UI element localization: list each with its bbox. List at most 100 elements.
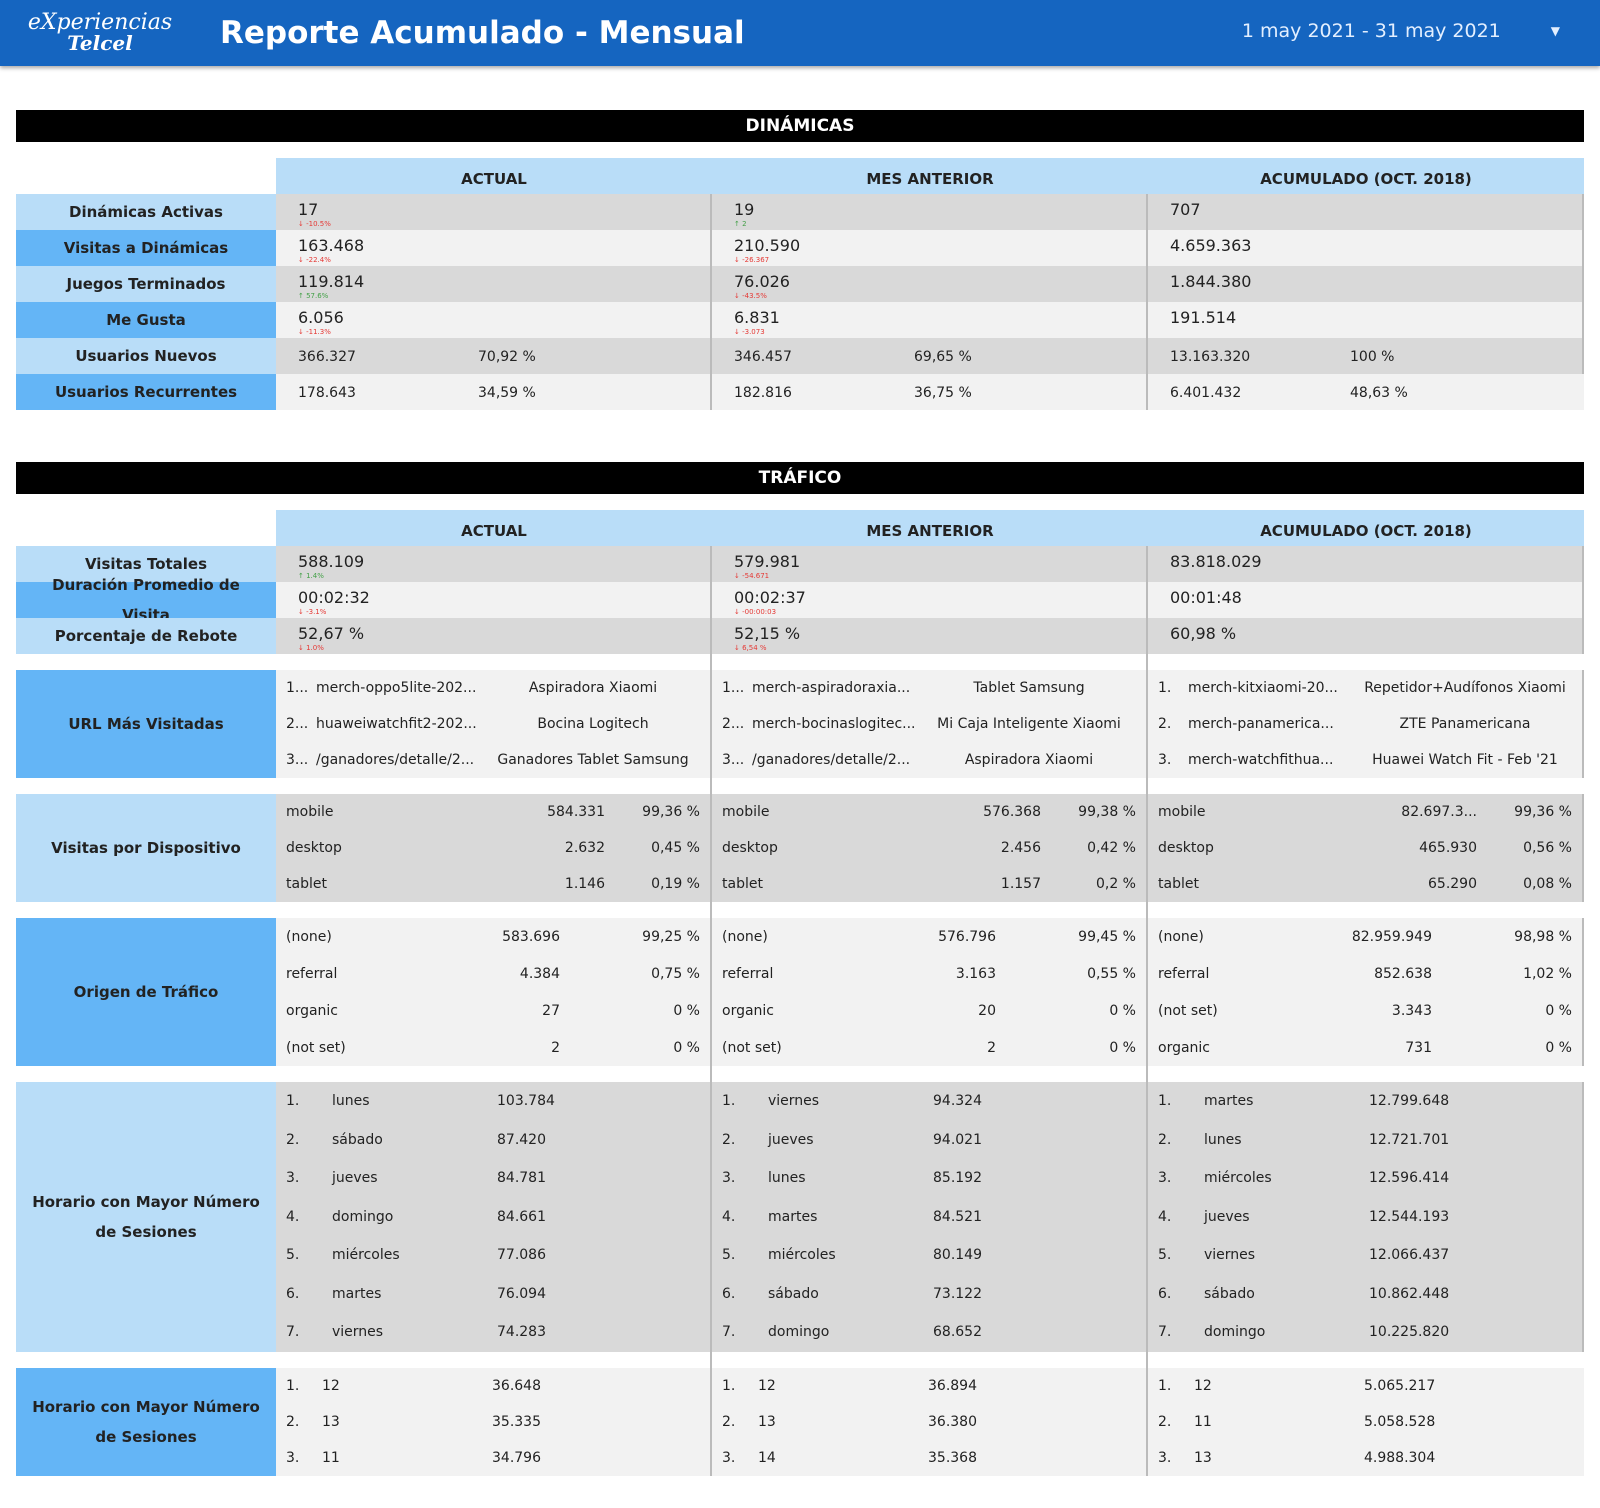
url-title: Tablet Samsung (922, 680, 1136, 696)
source-visits: 852.638 (1374, 965, 1432, 982)
url-row: 2... merch-bocinaslogitec... Mi Caja Intel… (712, 706, 1146, 742)
rank: 7. (1158, 1324, 1172, 1341)
day-name: lunes (332, 1093, 370, 1110)
url-link[interactable]: /ganadores/detalle/2... (316, 752, 475, 768)
hour-row: 2. 11 5.058.528 (1148, 1403, 1584, 1440)
hour-sessions: 36.380 (928, 1413, 977, 1430)
day-name: miércoles (332, 1247, 400, 1264)
row-label: URL Más Visitadas (16, 670, 276, 778)
metric-cell: 19 ↑ 2 (712, 194, 1148, 230)
metric-cell: 1.844.380 (1148, 266, 1584, 302)
hour-sessions: 36.894 (928, 1377, 977, 1394)
rank: 1... (286, 680, 309, 696)
url-link[interactable]: /ganadores/detalle/2... (752, 752, 911, 768)
metric-delta: ↓ -43.5% (734, 292, 767, 300)
url-link[interactable]: merch-oppo5lite-202... (316, 680, 477, 696)
hour-row: 3. 13 4.988.304 (1148, 1439, 1584, 1476)
value-pair: 13.163.320 100 % (1170, 344, 1582, 365)
day-name: sábado (1204, 1285, 1255, 1302)
spacer (276, 778, 712, 794)
day-row: 3. miércoles 12.596.414 (1148, 1159, 1582, 1198)
day-row: 5. miércoles 80.149 (712, 1236, 1146, 1275)
metric-cell: 6.401.432 48,63 % (1148, 374, 1584, 410)
metric-value: 210.590 (734, 236, 801, 255)
hour: 13 (1194, 1449, 1212, 1466)
column-header: ACUMULADO (OCT. 2018) (1148, 158, 1584, 194)
source-percent: 0 % (1109, 1039, 1136, 1056)
day-sessions: 103.784 (497, 1093, 555, 1110)
rank: 4. (722, 1208, 736, 1225)
rank: 1. (722, 1093, 736, 1110)
metric-delta: ↓ -11.3% (298, 328, 331, 336)
day-row: 1. martes 12.799.648 (1148, 1082, 1582, 1121)
metric-value: 00:01:48 (1170, 588, 1242, 607)
metric-delta: ↓ -10.5% (298, 220, 331, 228)
hour-row: 1. 12 36.894 (712, 1367, 1146, 1404)
hour: 12 (1194, 1377, 1212, 1394)
day-column: 1. lunes 103.784 2. sábado 87.420 3. jueves 84.7… (276, 1082, 712, 1352)
day-name: domingo (768, 1324, 830, 1341)
device-row: tablet 1.146 0,19 % (276, 866, 710, 902)
day-row: 6. sábado 10.862.448 (1148, 1274, 1582, 1313)
source-percent: 0 % (673, 1002, 700, 1019)
url-row: 2... huaweiwatchfit2-202... Bocina Logitec… (276, 706, 710, 742)
rank: 6. (722, 1285, 736, 1302)
url-link[interactable]: merch-watchfithua... (1188, 752, 1334, 768)
day-row: 5. viernes 12.066.437 (1148, 1236, 1582, 1275)
url-link[interactable]: merch-panamerica... (1188, 716, 1334, 732)
device-column: mobile 576.368 99,38 % desktop 2.456 0,42 % ta… (712, 794, 1148, 902)
source-name: organic (722, 1002, 775, 1019)
day-row: 1. lunes 103.784 (276, 1082, 710, 1121)
device-percent: 0,19 % (651, 876, 700, 892)
spacer (276, 1066, 712, 1082)
source-visits: 20 (978, 1002, 996, 1019)
day-row: 2. jueves 94.021 (712, 1120, 1146, 1159)
day-row: 4. jueves 12.544.193 (1148, 1197, 1582, 1236)
day-sessions: 10.225.820 (1369, 1324, 1450, 1341)
rank: 1... (722, 680, 745, 696)
source-name: referral (722, 965, 774, 982)
device-name: mobile (722, 804, 770, 820)
spacer (16, 654, 276, 670)
value-pair: 346.457 69,65 % (734, 344, 1146, 365)
row-label: Porcentaje de Rebote (16, 618, 276, 654)
metric-delta: ↑ 57.6% (298, 292, 329, 300)
device-percent: 0,08 % (1523, 876, 1572, 892)
traffic-source-row: organic 27 0 % (276, 992, 710, 1029)
device-row: desktop 465.930 0,56 % (1148, 830, 1582, 866)
source-name: referral (286, 965, 338, 982)
day-name: lunes (1204, 1131, 1242, 1148)
source-name: (none) (286, 928, 332, 945)
metric-value: 52,67 % (298, 624, 365, 643)
source-name: (not set) (286, 1039, 346, 1056)
rank: 3... (722, 752, 745, 768)
day-row: 1. viernes 94.324 (712, 1082, 1146, 1121)
rank: 3. (1158, 752, 1172, 768)
day-sessions: 94.324 (933, 1093, 982, 1110)
url-title: Huawei Watch Fit - Feb '21 (1358, 752, 1572, 768)
metric-value: 76.026 (734, 272, 790, 291)
metric-value: 19 (734, 200, 755, 219)
url-link[interactable]: merch-bocinaslogitec... (752, 716, 916, 732)
device-row: tablet 1.157 0,2 % (712, 866, 1146, 902)
day-name: viernes (768, 1093, 820, 1110)
url-link[interactable]: merch-aspiradoraxia... (752, 680, 911, 696)
day-name: jueves (332, 1170, 378, 1187)
url-link[interactable]: merch-kitxiaomi-20... (1188, 680, 1338, 696)
page-title: Reporte Acumulado - Mensual (220, 15, 745, 51)
url-row: 2. merch-panamerica... ZTE Panamericana (1148, 706, 1582, 742)
url-link[interactable]: huaweiwatchfit2-202... (316, 716, 477, 732)
hour-row: 3. 11 34.796 (276, 1439, 710, 1476)
spacer (16, 1066, 276, 1082)
rank: 2. (1158, 716, 1172, 732)
traffic-source-row: organic 20 0 % (712, 992, 1146, 1029)
metric-value: 83.818.029 (1170, 552, 1262, 571)
rank: 1. (286, 1093, 300, 1110)
rank: 3. (722, 1170, 736, 1187)
date-range-selector[interactable]: 1 may 2021 - 31 may 2021 ▼ (1242, 20, 1560, 42)
metric-cell: 119.814 ↑ 57.6% (276, 266, 712, 302)
metric-value: 579.981 (734, 552, 801, 571)
percent: 100 % (1350, 349, 1395, 365)
hour: 13 (322, 1413, 340, 1430)
device-name: tablet (722, 876, 763, 892)
